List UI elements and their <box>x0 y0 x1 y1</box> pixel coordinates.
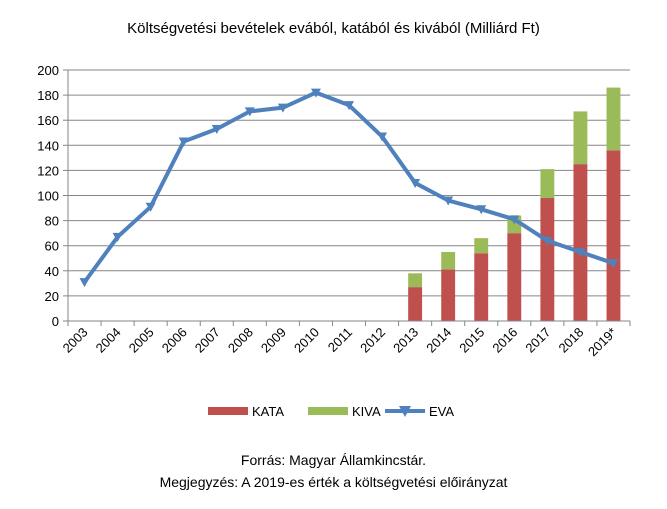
x-tick-label: 2004 <box>93 325 124 356</box>
eva-point <box>608 259 619 269</box>
eva-point <box>476 205 487 215</box>
bar-kata <box>540 198 555 321</box>
legend-label: KIVA <box>352 404 381 419</box>
x-tick-label: 2018 <box>555 325 586 356</box>
x-tick-label: 2008 <box>225 325 256 356</box>
y-tick-label: 60 <box>45 239 59 254</box>
y-tick-label: 100 <box>37 189 59 204</box>
y-tick-label: 120 <box>37 163 59 178</box>
bar-kiva <box>573 111 588 165</box>
eva-point <box>410 178 421 188</box>
y-tick-label: 80 <box>45 214 59 229</box>
x-tick-label: 2016 <box>489 325 520 356</box>
eva-point <box>344 101 354 111</box>
x-tick-label: 2009 <box>258 325 289 356</box>
y-tick-label: 180 <box>37 88 59 103</box>
x-tick-label: 2017 <box>522 325 553 356</box>
x-tick-label: 2012 <box>357 325 388 356</box>
eva-line <box>79 88 619 288</box>
legend-swatch <box>208 407 248 415</box>
y-tick-label: 140 <box>37 138 59 153</box>
bars <box>408 87 621 321</box>
remark-note: Megjegyzés: A 2019-es érték a költségvet… <box>159 474 508 490</box>
bar-kiva <box>408 273 423 288</box>
legend-label: EVA <box>429 404 454 419</box>
legend-item-kiva: KIVA <box>308 404 381 419</box>
bar-kata <box>606 150 621 321</box>
legend-item-eva: EVA <box>385 404 454 419</box>
eva-point <box>542 236 553 246</box>
y-tick-label: 200 <box>37 63 59 78</box>
x-tick-label: 2011 <box>325 325 355 355</box>
y-tick-label: 20 <box>45 289 59 304</box>
gridlines <box>68 69 630 297</box>
y-tick-label: 160 <box>37 113 59 128</box>
x-tick-label: 2013 <box>390 325 421 356</box>
eva-point <box>79 278 90 288</box>
eva-series-line <box>82 90 616 285</box>
legend-label: KATA <box>252 404 284 419</box>
bar-kata <box>507 233 522 321</box>
legend: KATA KIVA EVA <box>208 404 454 419</box>
eva-point <box>145 202 156 212</box>
eva-point <box>443 196 454 206</box>
x-tick-label: 2019* <box>585 325 620 360</box>
eva-point <box>244 107 255 117</box>
bar-kiva <box>474 238 489 254</box>
legend-swatch <box>308 407 348 415</box>
legend-marker <box>399 406 411 417</box>
x-tick-label: 2006 <box>159 325 190 356</box>
eva-point <box>377 132 388 142</box>
x-tick-label: 2003 <box>60 325 91 356</box>
bar-kata <box>408 287 423 321</box>
chart-title: Költségvetési bevételek evából, katából … <box>127 20 540 37</box>
x-tick-label: 2007 <box>192 325 223 356</box>
bar-kata <box>474 253 489 321</box>
y-tick-label: 40 <box>45 264 59 279</box>
eva-point <box>509 215 520 225</box>
eva-point <box>277 103 288 113</box>
bar-kata <box>573 164 588 321</box>
source-note: Forrás: Magyar Államkincstár. <box>240 452 427 468</box>
x-tick-label: 2015 <box>456 325 487 356</box>
bar-kata <box>441 269 456 321</box>
bar-kiva <box>441 251 456 270</box>
legend-item-kata: KATA <box>208 404 284 419</box>
footer: Forrás: Magyar Államkincstár. Megjegyzés… <box>0 449 667 493</box>
x-tick-label: 2005 <box>126 325 157 356</box>
eva-point <box>178 137 189 147</box>
bar-kiva <box>606 87 621 151</box>
x-tick-label: 2014 <box>423 325 454 356</box>
eva-point <box>575 247 586 257</box>
y-tick-label: 0 <box>52 314 59 329</box>
x-tick-label: 2010 <box>291 325 322 356</box>
eva-point <box>112 232 123 242</box>
bar-kiva <box>540 169 555 199</box>
eva-point <box>211 124 222 134</box>
eva-point <box>310 88 321 98</box>
